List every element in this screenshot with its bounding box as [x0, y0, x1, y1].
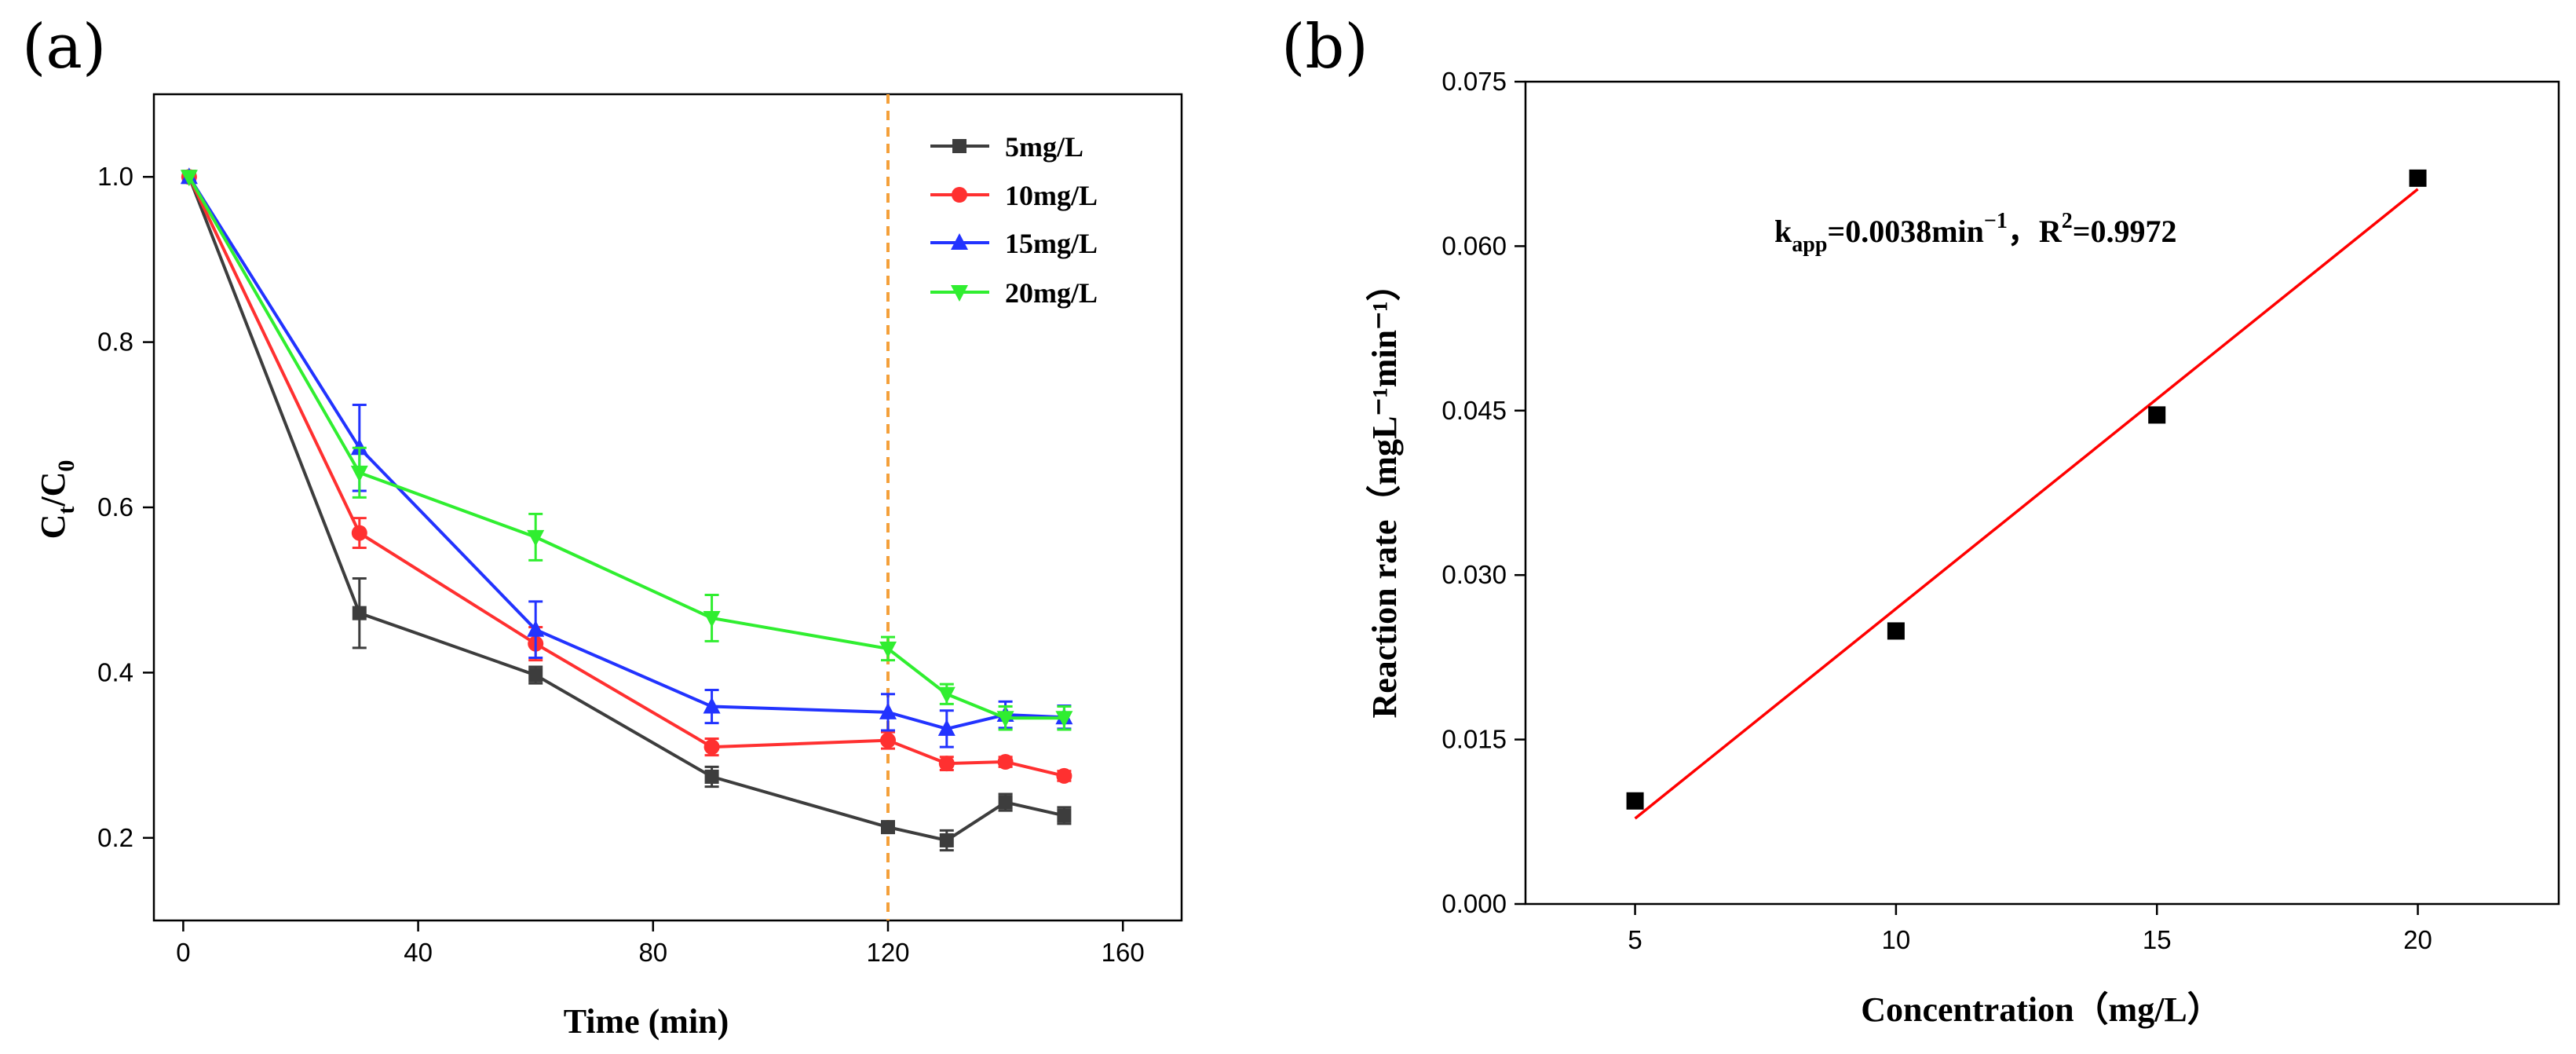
legend-marker-10mgl [952, 187, 967, 203]
annot-separator: ，R [2008, 214, 2063, 249]
series-15mgl [180, 167, 1073, 748]
y-axis-title-a-base: C [34, 514, 72, 540]
x-tick-label-a: 0 [176, 938, 190, 967]
point-10mgl [1056, 767, 1072, 784]
annot-k: k [1774, 214, 1792, 249]
x-tick-label-b: 10 [1882, 925, 1911, 954]
series-line-15mgl [188, 176, 1065, 731]
annot-k-sub: app [1792, 232, 1827, 257]
legend-label-15mgl: 15mg/L [1005, 228, 1098, 259]
series-line-5mgl [188, 176, 1065, 843]
point-20mgl [350, 465, 368, 482]
point-5mgl [528, 668, 543, 683]
legend-marker-20mgl [951, 285, 968, 302]
point-5mgl [352, 606, 367, 620]
point-20mgl [937, 686, 955, 704]
chart-a: 0 40 80 120 160 0.2 0.4 0.6 0.8 1.0 Time (min) Ct… [34, 93, 1183, 1041]
x-axis-title-a: Time (min) [564, 1002, 729, 1041]
legend-marker-5mgl [952, 139, 966, 153]
y-tick-label-b: 0.060 [1441, 231, 1507, 260]
x-tick-label-b: 15 [2143, 925, 2172, 954]
x-tick-label-a: 80 [638, 938, 667, 967]
data-point [2409, 169, 2427, 187]
point-20mgl [1055, 711, 1073, 728]
legend-label-5mgl: 5mg/L [1005, 131, 1083, 163]
point-20mgl [527, 529, 545, 547]
fit-line-group-b [1634, 188, 2419, 820]
point-20mgl [703, 610, 721, 628]
legend-marker-15mgl [951, 233, 968, 250]
series-line-10mgl [188, 176, 1065, 778]
point-10mgl [703, 739, 720, 756]
legend-label-20mgl: 20mg/L [1005, 277, 1098, 309]
y-tick-label-b: 0.015 [1441, 725, 1507, 754]
y-tick-label-b: 0.030 [1441, 560, 1507, 589]
point-10mgl [880, 732, 896, 748]
x-tick-label-a: 160 [1102, 938, 1145, 967]
y-tick-label-a: 0.6 [97, 492, 133, 522]
x-axis-title-b: Concentration（mg/L） [1861, 990, 2222, 1029]
series-group-a [180, 167, 1073, 852]
point-10mgl [938, 756, 955, 772]
annot-r-sup: 2 [2062, 209, 2073, 233]
y-tick-label-a: 0.2 [97, 823, 133, 852]
axis-ticks-b: 5 10 15 20 0.000 0.015 0.030 0.045 0.060 0.075 [1441, 67, 2432, 954]
x-tick-label-b: 20 [2403, 925, 2432, 954]
point-10mgl [351, 525, 367, 541]
point-20mgl [879, 641, 897, 658]
y-tick-label-a: 0.8 [97, 328, 133, 357]
fit-annotation: kapp=0.0038min−1，R2=0.9972 [1774, 209, 2177, 257]
series-20mgl [180, 170, 1073, 731]
legend-item-10mgl: 10mg/L [930, 180, 1098, 211]
point-5mgl [998, 795, 1013, 810]
y-axis-title-a-sub-0: 0 [53, 460, 79, 472]
y-axis-title-b: Reaction rate（mgL⁻¹min⁻¹） [1365, 266, 1404, 718]
series-5mgl [181, 170, 1072, 852]
x-tick-label-a: 120 [866, 938, 909, 967]
point-15mgl [527, 620, 545, 637]
panel-label-b: (b) [1281, 12, 1368, 82]
point-5mgl [704, 769, 719, 784]
y-tick-label-b: 0.045 [1441, 396, 1507, 425]
y-tick-label-a: 1.0 [97, 162, 133, 191]
data-point [1626, 792, 1644, 810]
legend-item-20mgl: 20mg/L [930, 277, 1098, 309]
point-15mgl [937, 719, 955, 736]
point-5mgl [939, 833, 954, 847]
series-line-20mgl [188, 176, 1065, 720]
x-tick-label-b: 5 [1628, 925, 1642, 954]
point-15mgl [703, 697, 721, 714]
point-5mgl [1057, 808, 1072, 823]
data-point [1887, 622, 1905, 640]
point-15mgl [879, 702, 897, 719]
y-tick-label-a: 0.4 [97, 657, 133, 686]
panel-label-a: (a) [22, 12, 106, 82]
point-10mgl [997, 754, 1014, 770]
legend-a: 5mg/L 10mg/L 15mg/L 20mg/L [930, 131, 1098, 309]
series-10mgl [181, 169, 1072, 784]
point-20mgl [996, 711, 1014, 728]
plot-frame-a [152, 93, 1183, 922]
chart-b: 5 10 15 20 0.000 0.015 0.030 0.045 0.060 0.075 ka… [1365, 67, 2560, 1029]
data-point [2148, 406, 2166, 424]
point-20mgl [180, 170, 198, 187]
legend-item-15mgl: 15mg/L [930, 228, 1098, 259]
fit-line [1634, 188, 2419, 820]
y-tick-label-b: 0.000 [1441, 889, 1507, 918]
point-5mgl [881, 820, 895, 835]
annot-r-value: =0.9972 [2073, 214, 2177, 249]
y-tick-label-b: 0.075 [1441, 67, 1507, 96]
legend-item-5mgl: 5mg/L [930, 131, 1083, 163]
legend-label-10mgl: 10mg/L [1005, 180, 1098, 211]
x-tick-label-a: 40 [404, 938, 433, 967]
annot-k-sup: −1 [1984, 209, 2008, 233]
y-axis-title-a-sub-t: t [53, 507, 79, 514]
annot-k-value: =0.0038min [1827, 214, 1983, 249]
points-group-b [1626, 169, 2427, 810]
y-axis-title-a: Ct/C0 [34, 460, 79, 540]
axis-ticks-a: 0 40 80 120 160 0.2 0.4 0.6 0.8 1.0 [97, 162, 1145, 967]
plot-frame-b [1524, 80, 2560, 906]
y-axis-title-a-slash: /C [34, 472, 72, 507]
